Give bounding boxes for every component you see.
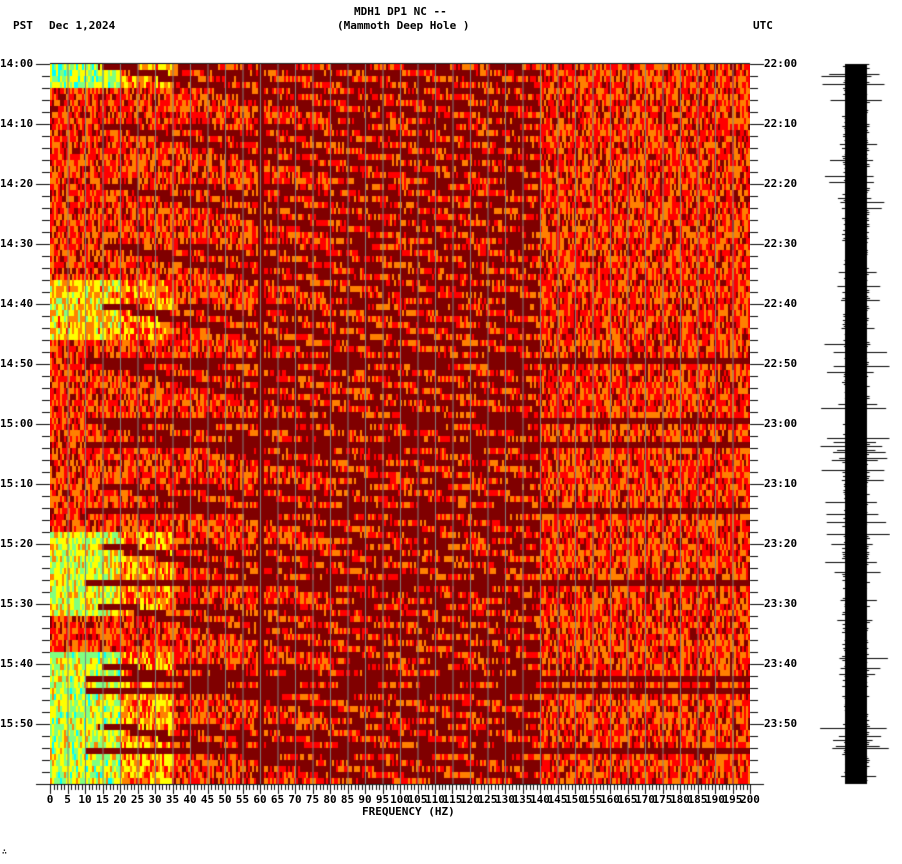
x-tick-label: 195: [722, 793, 743, 806]
y-tick-label-right: 23:30: [764, 597, 798, 610]
y-tick-label-left: 15:10: [0, 477, 34, 490]
y-tick-label-right: 22:40: [764, 297, 798, 310]
x-tick-label: 185: [687, 793, 708, 806]
x-tick-label: 145: [547, 793, 568, 806]
y-tick-label-right: 23:40: [764, 657, 798, 670]
x-tick-label: 130: [495, 793, 515, 806]
x-tick-label: 110: [425, 793, 445, 806]
y-tick-label-left: 15:30: [0, 597, 34, 610]
x-tick-label: 80: [323, 793, 337, 806]
x-tick-label: 155: [582, 793, 603, 806]
x-tick-label: 55: [235, 793, 250, 806]
x-tick-label: 125: [477, 793, 498, 806]
y-tick-label-right: 22:20: [764, 177, 798, 190]
y-tick-label-right: 23:20: [764, 537, 798, 550]
x-tick-label: 200: [740, 793, 760, 806]
x-tick-label: 120: [460, 793, 480, 806]
y-tick-label-left: 15:00: [0, 417, 34, 430]
y-tick-label-left: 14:40: [0, 297, 34, 310]
x-tick-label: 115: [442, 793, 463, 806]
x-tick-label: 135: [512, 793, 533, 806]
y-tick-label-right: 23:10: [764, 477, 798, 490]
x-tick-label: 180: [670, 793, 690, 806]
x-tick-label: 170: [635, 793, 655, 806]
y-tick-label-left: 14:30: [0, 237, 34, 250]
y-tick-label-right: 22:30: [764, 237, 798, 250]
y-tick-label-left: 14:10: [0, 117, 34, 130]
seismogram-trace: [815, 60, 890, 785]
x-tick-label: 0: [46, 793, 54, 806]
x-tick-label: 50: [218, 793, 232, 806]
x-tick-label: 175: [652, 793, 673, 806]
y-tick-label-left: 14:50: [0, 357, 34, 370]
x-tick-label: 25: [130, 793, 145, 806]
x-tick-label: 140: [530, 793, 550, 806]
x-tick-label: 35: [165, 793, 180, 806]
y-tick-label-right: 23:50: [764, 717, 798, 730]
x-tick-label: 95: [375, 793, 390, 806]
footer-mark: ∴: [2, 847, 7, 856]
x-tick-label: 20: [113, 793, 127, 806]
x-tick-label: 90: [358, 793, 372, 806]
x-tick-label: 10: [78, 793, 92, 806]
y-tick-label-left: 14:20: [0, 177, 34, 190]
x-tick-label: 15: [95, 793, 110, 806]
y-tick-label-left: 15:50: [0, 717, 34, 730]
y-tick-label-left: 14:00: [0, 57, 34, 70]
x-tick-label: 5: [64, 793, 71, 806]
x-tick-label: 160: [600, 793, 620, 806]
x-tick-label: 65: [270, 793, 285, 806]
x-tick-label: 165: [617, 793, 638, 806]
x-tick-label: 60: [253, 793, 267, 806]
y-tick-label-right: 22:50: [764, 357, 798, 370]
y-tick-label-left: 15:20: [0, 537, 34, 550]
x-tick-label: 100: [390, 793, 410, 806]
x-axis-title: FREQUENCY (HZ): [362, 805, 455, 818]
x-tick-label: 150: [565, 793, 585, 806]
y-tick-label-right: 23:00: [764, 417, 798, 430]
x-tick-label: 70: [288, 793, 302, 806]
x-tick-label: 105: [407, 793, 428, 806]
y-tick-label-right: 22:00: [764, 57, 798, 70]
x-tick-label: 75: [305, 793, 320, 806]
x-tick-label: 45: [200, 793, 215, 806]
x-tick-label: 190: [705, 793, 725, 806]
x-tick-label: 40: [183, 793, 197, 806]
x-tick-label: 85: [340, 793, 355, 806]
x-tick-label: 30: [148, 793, 162, 806]
y-tick-label-left: 15:40: [0, 657, 34, 670]
y-tick-label-right: 22:10: [764, 117, 798, 130]
